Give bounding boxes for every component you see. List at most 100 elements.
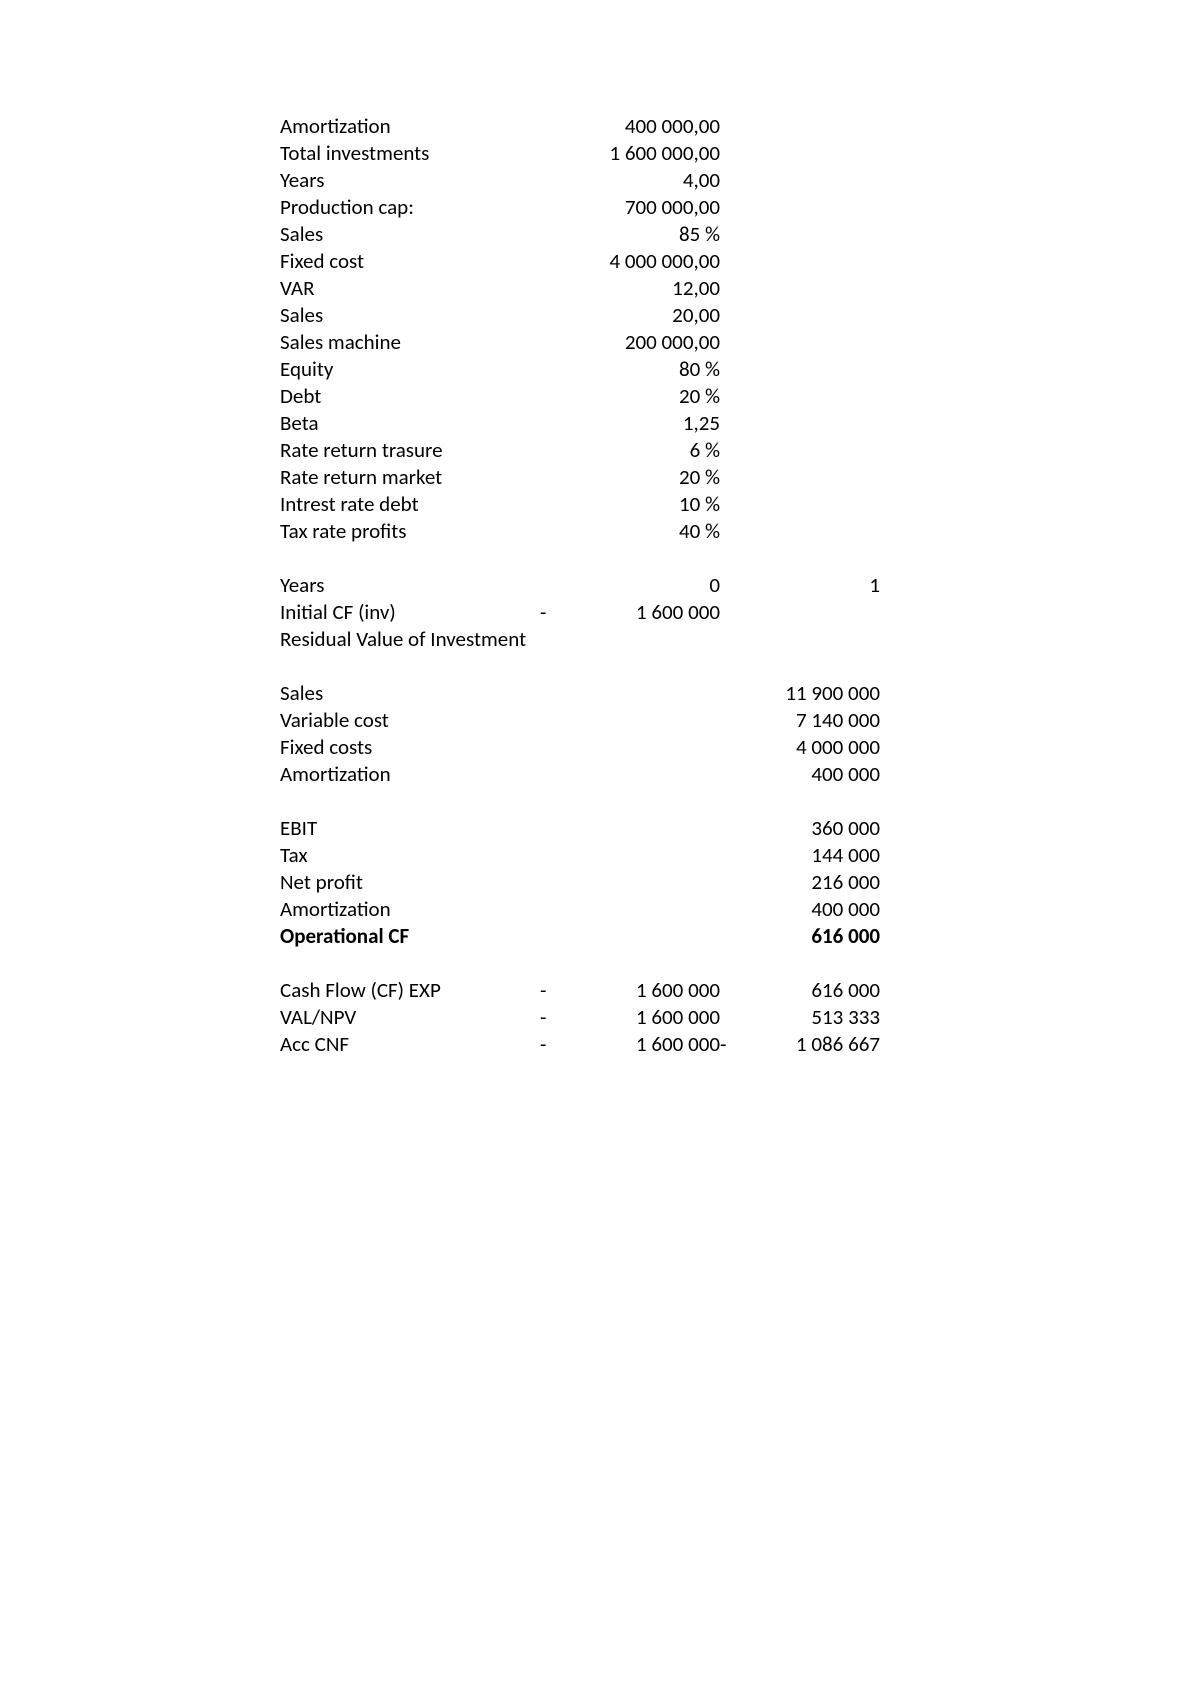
col-1: 7 140 000 bbox=[720, 707, 880, 733]
col-1: 144 000 bbox=[720, 842, 880, 868]
row-label: Sales bbox=[280, 680, 540, 706]
col-0: 20,00 bbox=[540, 302, 720, 328]
col-0: -1 600 000 bbox=[540, 1031, 720, 1057]
row-label: Years bbox=[280, 572, 540, 598]
table-row: Years4,00 bbox=[280, 166, 1200, 193]
row-label: Years bbox=[280, 167, 540, 193]
table-row: Initial CF (inv)-1 600 000 bbox=[280, 598, 1200, 625]
neg-sign: - bbox=[540, 977, 560, 1003]
table-row: Sales85 % bbox=[280, 220, 1200, 247]
col-0: 700 000,00 bbox=[540, 194, 720, 220]
table-row: Sales machine200 000,00 bbox=[280, 328, 1200, 355]
table-row: Cash Flow (CF) EXP-1 600 000616 000 bbox=[280, 976, 1200, 1003]
col-0: 1 600 000,00 bbox=[540, 140, 720, 166]
table-row: Operational CF616 000 bbox=[280, 922, 1200, 949]
table-row: Tax 144 000 bbox=[280, 841, 1200, 868]
col-1: 360 000 bbox=[720, 815, 880, 841]
col-0: 20 % bbox=[540, 383, 720, 409]
row-label: Amortization bbox=[280, 761, 540, 787]
col-0: 400 000,00 bbox=[540, 113, 720, 139]
col-1: 216 000 bbox=[720, 869, 880, 895]
row-label: Debt bbox=[280, 383, 540, 409]
col-0: 20 % bbox=[540, 464, 720, 490]
row-label: Amortization bbox=[280, 113, 540, 139]
table-row: Years01 bbox=[280, 571, 1200, 598]
col-0-value: 1 600 000 bbox=[560, 599, 720, 625]
table-row: Intrest rate debt10 % bbox=[280, 490, 1200, 517]
col-1: 11 900 000 bbox=[720, 680, 880, 706]
table-row: Rate return market20 % bbox=[280, 463, 1200, 490]
row-label: Tax bbox=[280, 842, 540, 868]
table-row: Debt20 % bbox=[280, 382, 1200, 409]
row-label: Fixed costs bbox=[280, 734, 540, 760]
col-0: 12,00 bbox=[540, 275, 720, 301]
col-1: 400 000 bbox=[720, 761, 880, 787]
table-row: Acc CNF-1 600 000-1 086 667 bbox=[280, 1030, 1200, 1057]
col-0: 10 % bbox=[540, 491, 720, 517]
col-0: -1 600 000 bbox=[540, 977, 720, 1003]
table-row: Amortization 400 000 bbox=[280, 760, 1200, 787]
table-row: Total investments1 600 000,00 bbox=[280, 139, 1200, 166]
row-label: Rate return trasure bbox=[280, 437, 540, 463]
col-1-value: 1 086 667 bbox=[740, 1031, 880, 1057]
table-row: Sales20,00 bbox=[280, 301, 1200, 328]
col-0: -1 600 000 bbox=[540, 1004, 720, 1030]
row-label: VAR bbox=[280, 275, 540, 301]
row-label: Variable cost bbox=[280, 707, 540, 733]
row-label: Fixed cost bbox=[280, 248, 540, 274]
col-0: 4,00 bbox=[540, 167, 720, 193]
table-row: Production cap:700 000,00 bbox=[280, 193, 1200, 220]
col-1-value: 616 000 bbox=[740, 977, 880, 1003]
row-label: Operational CF bbox=[280, 923, 540, 949]
spacer bbox=[280, 949, 1200, 976]
col-0-value: 1 600 000 bbox=[560, 977, 720, 1003]
row-label: Sales machine bbox=[280, 329, 540, 355]
col-1: 400 000 bbox=[720, 896, 880, 922]
table-row: VAL/NPV-1 600 000513 333 bbox=[280, 1003, 1200, 1030]
row-label: Beta bbox=[280, 410, 540, 436]
col-1: 513 333 bbox=[720, 1004, 880, 1030]
table-row: Amortization 400 000 bbox=[280, 895, 1200, 922]
col-1: 4 000 000 bbox=[720, 734, 880, 760]
spacer bbox=[280, 544, 1200, 571]
row-label: Residual Value of Investment bbox=[280, 626, 540, 652]
table-row: Residual Value of Investment bbox=[280, 625, 1200, 652]
row-label: Acc CNF bbox=[280, 1031, 540, 1057]
col-0: 4 000 000,00 bbox=[540, 248, 720, 274]
neg-sign: - bbox=[540, 1031, 560, 1057]
table-row: Rate return trasure6 % bbox=[280, 436, 1200, 463]
row-label: Rate return market bbox=[280, 464, 540, 490]
table-row: Net profit216 000 bbox=[280, 868, 1200, 895]
row-label: Sales bbox=[280, 221, 540, 247]
table-row: Variable cost 7 140 000 bbox=[280, 706, 1200, 733]
col-0: 1,25 bbox=[540, 410, 720, 436]
spacer bbox=[280, 652, 1200, 679]
col-1: -1 086 667 bbox=[720, 1031, 880, 1057]
table-row: Sales 11 900 000 bbox=[280, 679, 1200, 706]
col-0: 40 % bbox=[540, 518, 720, 544]
table-row: Amortization400 000,00 bbox=[280, 112, 1200, 139]
table-row: EBIT360 000 bbox=[280, 814, 1200, 841]
table-row: Fixed cost4 000 000,00 bbox=[280, 247, 1200, 274]
row-label: Intrest rate debt bbox=[280, 491, 540, 517]
col-0: 85 % bbox=[540, 221, 720, 247]
row-label: Total investments bbox=[280, 140, 540, 166]
row-label: Amortization bbox=[280, 896, 540, 922]
row-label: Tax rate profits bbox=[280, 518, 540, 544]
row-label: Sales bbox=[280, 302, 540, 328]
col-1: 616 000 bbox=[720, 977, 880, 1003]
row-label: Equity bbox=[280, 356, 540, 382]
col-1: 1 bbox=[720, 572, 880, 598]
neg-sign: - bbox=[540, 599, 560, 625]
spacer bbox=[280, 787, 1200, 814]
col-0: 80 % bbox=[540, 356, 720, 382]
row-label: Production cap: bbox=[280, 194, 540, 220]
col-0: 6 % bbox=[540, 437, 720, 463]
row-label: VAL/NPV bbox=[280, 1004, 540, 1030]
table-row: Beta1,25 bbox=[280, 409, 1200, 436]
table-row: Fixed costs 4 000 000 bbox=[280, 733, 1200, 760]
neg-sign: - bbox=[540, 1004, 560, 1030]
table-row: Equity80 % bbox=[280, 355, 1200, 382]
col-0: 200 000,00 bbox=[540, 329, 720, 355]
col-0-value: 1 600 000 bbox=[560, 1004, 720, 1030]
